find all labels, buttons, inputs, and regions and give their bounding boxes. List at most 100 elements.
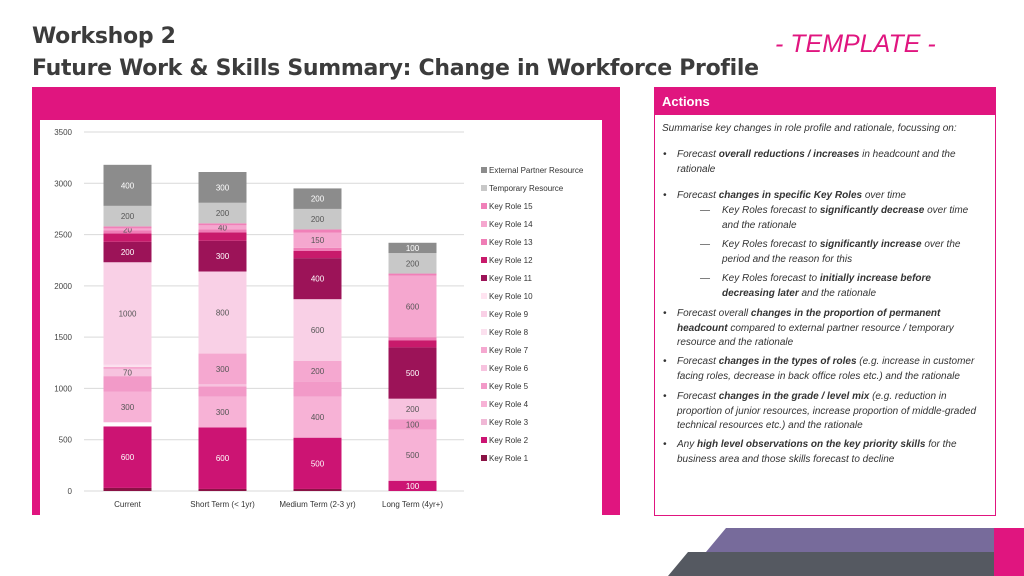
legend-swatch bbox=[481, 437, 487, 443]
bar-segment bbox=[103, 241, 152, 263]
bar-segment bbox=[293, 232, 342, 248]
page-title: Future Work & Skills Summary: Change in … bbox=[32, 56, 759, 81]
data-label: 200 bbox=[406, 259, 420, 268]
bullet-text: Any bbox=[677, 439, 698, 450]
bar-segment bbox=[103, 366, 152, 369]
dash-icon: — bbox=[700, 273, 710, 284]
bar-segment bbox=[103, 262, 152, 365]
bullet-dot-icon: • bbox=[663, 190, 667, 201]
bar-segment bbox=[388, 419, 437, 430]
data-label: 40 bbox=[218, 223, 227, 232]
x-category-label: Long Term (4yr+) bbox=[382, 500, 443, 509]
bar-segment bbox=[388, 275, 437, 338]
bar-segment bbox=[103, 230, 152, 234]
legend-swatch bbox=[481, 221, 487, 227]
legend-label: Key Role 6 bbox=[489, 364, 529, 373]
legend-label: Key Role 5 bbox=[489, 382, 529, 391]
bar-segment bbox=[103, 205, 152, 227]
bar-segment bbox=[198, 384, 247, 387]
stacked-bar-chart: 0 500 1000 1500 2000 2500 3000 3500 600 300 70 1000… bbox=[54, 128, 584, 509]
bar-segment bbox=[388, 398, 437, 420]
y-tick-label: 3000 bbox=[54, 179, 72, 188]
bar-segment bbox=[198, 396, 247, 428]
bar-segment bbox=[293, 396, 342, 438]
bar-segment bbox=[388, 347, 437, 399]
bullet-text: Key Roles forecast to bbox=[722, 239, 820, 250]
bullet-text: compared to external partner resource / … bbox=[677, 322, 954, 349]
bar-segment bbox=[293, 208, 342, 230]
data-label: 400 bbox=[311, 275, 325, 284]
legend-swatch bbox=[481, 329, 487, 335]
bullet-text: overall reductions / increases bbox=[718, 149, 860, 160]
data-label: 1000 bbox=[119, 310, 137, 319]
bar-segment bbox=[103, 226, 152, 229]
bar-segment bbox=[293, 188, 342, 209]
bar-segment bbox=[388, 480, 437, 491]
bar-segment bbox=[388, 340, 437, 348]
legend-label: Key Role 13 bbox=[489, 238, 533, 247]
bullet-text: Key Roles forecast to bbox=[722, 273, 820, 284]
bullet-text: changes in specific Key Roles bbox=[718, 190, 863, 201]
bar-segment bbox=[103, 422, 152, 427]
data-label: 300 bbox=[216, 365, 230, 374]
legend-label: Key Role 2 bbox=[489, 436, 529, 445]
data-label: 200 bbox=[311, 195, 325, 204]
bar-segment bbox=[198, 172, 247, 203]
bullet-dot-icon: • bbox=[663, 308, 667, 319]
bullet-text: Forecast bbox=[677, 391, 719, 402]
bar-segment bbox=[198, 223, 247, 226]
legend-label: External Partner Resource bbox=[489, 166, 584, 175]
legend-label: Key Role 15 bbox=[489, 202, 533, 211]
dash-icon: — bbox=[700, 205, 710, 216]
bar-segment bbox=[293, 488, 342, 491]
legend-swatch bbox=[481, 275, 487, 281]
bullet-text: Forecast bbox=[677, 356, 719, 367]
legend-label: Key Role 3 bbox=[489, 418, 529, 427]
data-label: 600 bbox=[406, 302, 420, 311]
bullet-text: Forecast bbox=[677, 190, 719, 201]
bar-segment bbox=[293, 360, 342, 382]
data-label: 500 bbox=[311, 459, 325, 468]
bar-segment bbox=[103, 376, 152, 392]
bullet-text: (e.g. reduction in proportion of junior … bbox=[677, 391, 977, 431]
data-label: 200 bbox=[311, 215, 325, 224]
data-label: 200 bbox=[216, 209, 230, 218]
bullet-dot-icon: • bbox=[663, 439, 667, 450]
data-label: 300 bbox=[216, 408, 230, 417]
bullet-text: initially increase before decreasing lat… bbox=[722, 273, 931, 299]
bar-segment bbox=[198, 240, 247, 272]
data-label: 200 bbox=[311, 367, 325, 376]
bar-segment bbox=[293, 437, 342, 489]
data-label: 400 bbox=[121, 181, 135, 190]
actions-header: Actions bbox=[655, 88, 995, 115]
bar-segment bbox=[198, 488, 247, 491]
x-category-label: Medium Term (2-3 yr) bbox=[279, 500, 356, 509]
bar-segment bbox=[198, 229, 247, 233]
action-bullet: • Forecast changes in specific Key Roles … bbox=[663, 189, 977, 204]
x-category-label: Current bbox=[114, 500, 141, 509]
actions-panel: Actions Summarise key changes in role pr… bbox=[654, 87, 996, 516]
legend-swatch bbox=[481, 347, 487, 353]
legend-swatch bbox=[481, 167, 487, 173]
bullet-text: changes in the proportion of permanent h… bbox=[677, 308, 941, 334]
dash-icon: — bbox=[700, 239, 710, 250]
bar-segment bbox=[198, 225, 247, 230]
y-tick-label: 2000 bbox=[54, 282, 72, 291]
bullet-text: significantly increase bbox=[819, 239, 922, 250]
legend-label: Key Role 7 bbox=[489, 346, 529, 355]
bar-segment bbox=[293, 381, 342, 397]
bullet-dot-icon: • bbox=[663, 391, 667, 402]
bar-segment bbox=[103, 364, 152, 367]
bullet-text: changes in the grade / level mix bbox=[718, 391, 870, 402]
legend-swatch bbox=[481, 239, 487, 245]
bar-segment bbox=[293, 247, 342, 251]
bar-segment bbox=[388, 337, 437, 341]
y-tick-label: 2500 bbox=[54, 231, 72, 240]
data-label: 70 bbox=[123, 369, 132, 378]
footer-stripe-purple bbox=[706, 528, 1024, 552]
bullet-text: Forecast bbox=[677, 149, 719, 160]
bullet-dot-icon: • bbox=[663, 356, 667, 367]
y-tick-label: 0 bbox=[68, 487, 73, 496]
legend-label: Key Role 14 bbox=[489, 220, 533, 229]
bullet-dot-icon: • bbox=[663, 149, 667, 160]
